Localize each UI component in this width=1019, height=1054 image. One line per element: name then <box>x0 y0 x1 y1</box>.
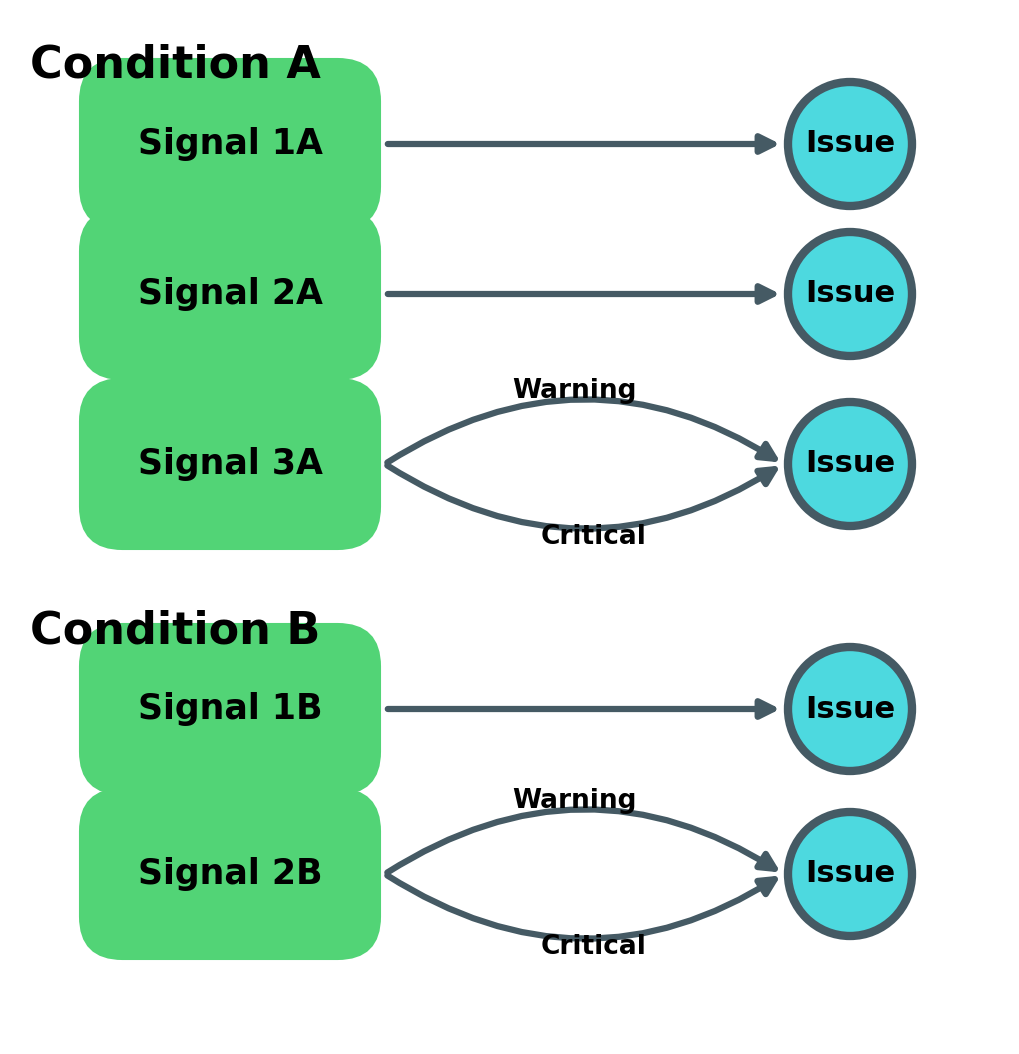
Text: Issue: Issue <box>804 449 895 479</box>
Circle shape <box>788 402 911 526</box>
Text: Signal 1A: Signal 1A <box>138 126 322 161</box>
Text: Issue: Issue <box>804 859 895 889</box>
Text: Warning: Warning <box>512 788 636 814</box>
Text: Warning: Warning <box>512 378 636 404</box>
Text: Critical: Critical <box>540 934 646 960</box>
Text: Issue: Issue <box>804 695 895 723</box>
Text: Signal 3A: Signal 3A <box>138 447 322 481</box>
Circle shape <box>788 647 911 770</box>
FancyBboxPatch shape <box>79 59 380 229</box>
Text: Signal 2B: Signal 2B <box>138 857 322 891</box>
Text: Signal 2A: Signal 2A <box>138 277 322 311</box>
FancyBboxPatch shape <box>79 209 380 379</box>
Circle shape <box>788 82 911 206</box>
Text: Condition A: Condition A <box>30 44 321 87</box>
FancyBboxPatch shape <box>79 624 380 794</box>
Circle shape <box>788 812 911 936</box>
Text: Issue: Issue <box>804 130 895 158</box>
Text: Signal 1B: Signal 1B <box>138 692 322 726</box>
Text: Critical: Critical <box>540 524 646 550</box>
Text: Issue: Issue <box>804 279 895 309</box>
FancyBboxPatch shape <box>79 789 380 959</box>
Circle shape <box>788 232 911 356</box>
Text: Condition B: Condition B <box>30 609 320 652</box>
FancyBboxPatch shape <box>79 379 380 549</box>
